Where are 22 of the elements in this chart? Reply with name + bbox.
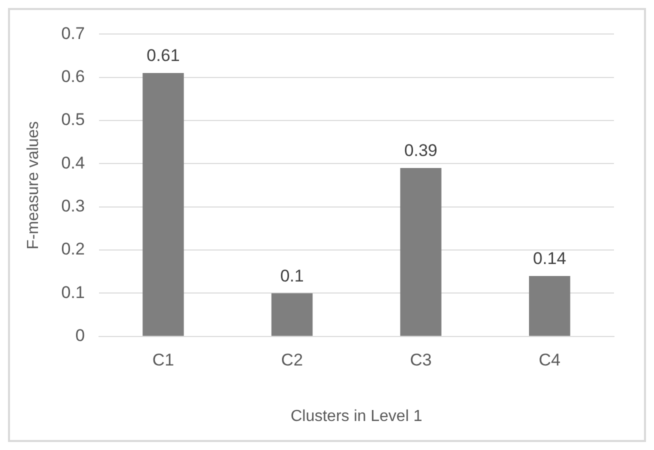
data-label: 0.1 bbox=[280, 266, 304, 286]
y-tick-label: 0 bbox=[75, 326, 85, 346]
bar bbox=[400, 168, 442, 336]
bar bbox=[271, 293, 313, 336]
y-tick-label: 0.5 bbox=[61, 110, 85, 130]
y-tick-label: 0.4 bbox=[61, 153, 85, 172]
y-tick-label: 0.3 bbox=[61, 196, 85, 216]
x-tick-label: C1 bbox=[152, 350, 174, 370]
bar bbox=[142, 73, 184, 336]
bar bbox=[528, 276, 570, 336]
x-tick-label: C2 bbox=[281, 350, 303, 370]
x-tick-label: C4 bbox=[538, 350, 560, 370]
data-label: 0.14 bbox=[533, 249, 566, 268]
y-axis-title: F-measure values bbox=[25, 121, 42, 250]
y-tick-label: 0.6 bbox=[61, 67, 85, 86]
y-tick-label: 0.1 bbox=[61, 282, 85, 302]
y-tick-label: 0.7 bbox=[61, 24, 85, 43]
data-label: 0.39 bbox=[404, 141, 438, 160]
x-tick-label: C3 bbox=[410, 350, 432, 370]
x-axis-title: Clusters in Level 1 bbox=[290, 408, 422, 425]
y-tick-label: 0.2 bbox=[61, 240, 85, 259]
data-label: 0.61 bbox=[146, 46, 180, 66]
